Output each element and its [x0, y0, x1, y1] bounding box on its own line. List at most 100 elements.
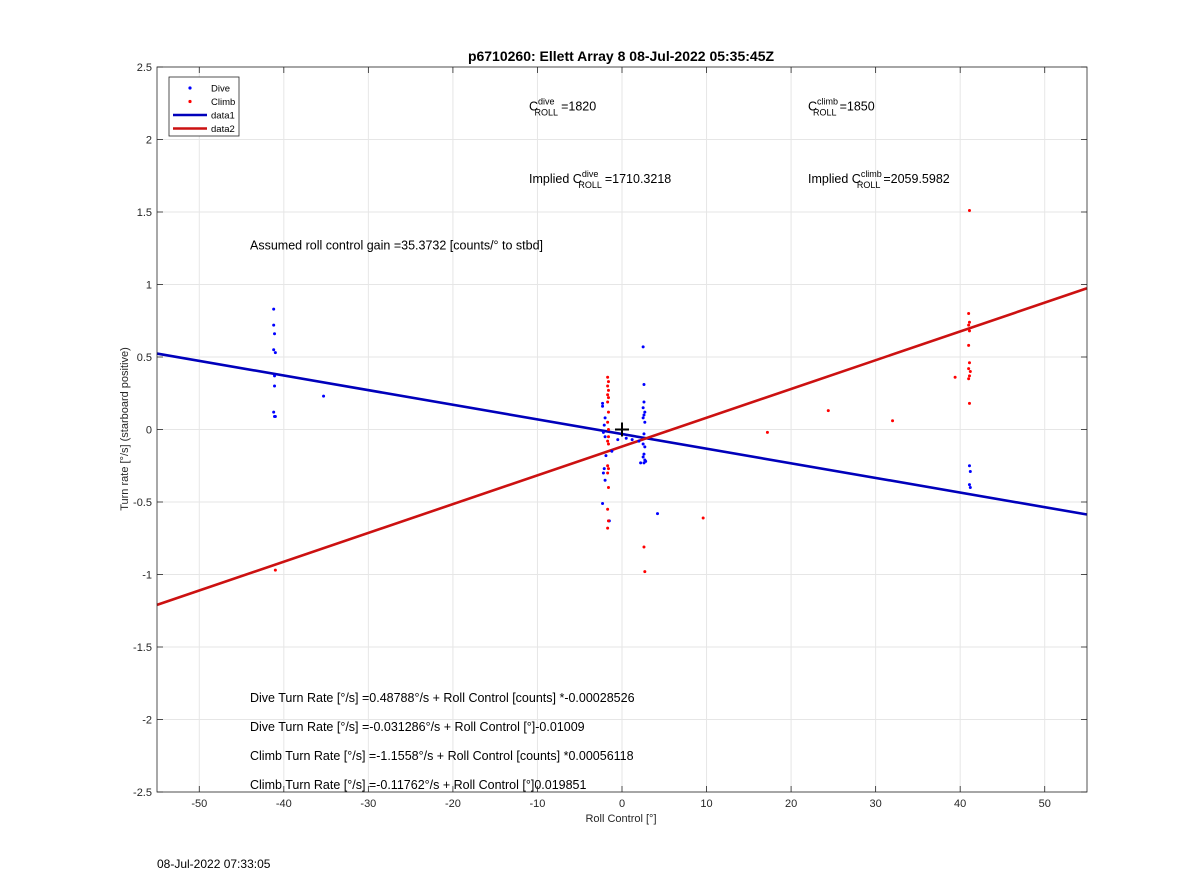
climb-point: [967, 377, 971, 381]
climb-point: [891, 419, 895, 423]
dive-point: [273, 351, 277, 355]
dive-point: [601, 501, 605, 505]
annotations: Cdive ROLL =1820 Cclimb ROLL =1850 Implied Cdi…: [250, 97, 950, 793]
climb-point: [606, 467, 610, 471]
climb-point: [967, 329, 971, 333]
legend-marker-Dive: [188, 86, 192, 90]
annotation-prefix: Implied: [808, 172, 852, 186]
annotation-sub: ROLL: [813, 108, 837, 118]
dive-point: [273, 374, 277, 378]
dive-point: [603, 478, 607, 482]
annotation-sub: ROLL: [857, 180, 881, 190]
y-tick-label: 1.5: [137, 207, 152, 219]
legend: Dive Climb data1 data2: [168, 76, 240, 137]
climb-point: [606, 428, 610, 431]
annotation-coefficient: Cdive ROLL =1820: [529, 97, 596, 118]
dive-point: [641, 406, 645, 410]
legend-label-data1: data1: [211, 111, 235, 122]
climb-point: [606, 375, 610, 379]
climb-point: [642, 545, 646, 549]
dive-point: [601, 404, 605, 408]
dive-point: [272, 307, 276, 311]
dive-point: [642, 400, 646, 404]
dive-point: [639, 461, 643, 465]
annotation-sup: climb: [817, 97, 838, 107]
legend-label-Climb: Climb: [211, 97, 235, 108]
annotation-prefix: Implied: [529, 172, 573, 186]
dive-point: [273, 384, 277, 388]
y-tick-label: -2: [142, 715, 152, 727]
annotation-coefficient: Implied Cdive ROLL =1710.3218: [529, 169, 671, 190]
annotation-sub: ROLL: [535, 108, 559, 118]
annotation-sup: dive: [538, 97, 555, 107]
climb-point: [606, 400, 610, 404]
y-tick-label: 2.5: [137, 62, 152, 74]
climb-point: [273, 568, 277, 572]
annotation-base: C: [852, 172, 861, 186]
climb-point: [606, 471, 610, 475]
x-tick-label: -40: [276, 798, 292, 810]
x-tick-label: -50: [191, 798, 207, 810]
climb-point: [606, 393, 610, 397]
dive-point: [642, 413, 646, 417]
climb-point: [967, 312, 971, 315]
dive-point: [273, 414, 277, 418]
x-tick-label: -20: [445, 798, 461, 810]
legend-marker-Climb: [188, 99, 192, 104]
dive-point: [637, 439, 641, 443]
x-tick-label: 10: [700, 798, 712, 810]
climb-point: [968, 370, 972, 373]
annotation-sup: climb: [861, 169, 882, 179]
y-tick-label: -2.5: [133, 787, 152, 799]
climb-point: [606, 486, 610, 489]
climb-point: [967, 401, 971, 405]
dive-point: [603, 435, 607, 439]
climb-point: [967, 374, 971, 378]
y-tick-label: 2: [146, 135, 152, 147]
x-tick-label: -10: [530, 798, 546, 810]
y-tick-label: 1: [146, 280, 152, 292]
dive-point: [601, 401, 605, 405]
climb-point: [701, 516, 705, 520]
climb-point: [606, 464, 610, 468]
dive-point: [641, 442, 645, 446]
climb-point: [765, 430, 769, 434]
climb-point: [967, 209, 971, 213]
dive-point: [641, 345, 645, 349]
climb-point: [606, 396, 610, 400]
annotation-sup: dive: [582, 169, 599, 179]
x-tick-label: 0: [619, 798, 625, 810]
dive-point: [643, 420, 647, 424]
dive-point: [630, 438, 634, 442]
dive-point: [968, 486, 972, 489]
climb-point: [967, 361, 971, 365]
dive-point: [968, 470, 972, 474]
y-tick-label: -1: [142, 570, 152, 582]
climb-point: [643, 570, 647, 574]
footer-timestamp: 08-Jul-2022 07:33:05: [157, 857, 271, 871]
dive-point: [967, 483, 971, 487]
y-tick-label: -1.5: [133, 642, 152, 654]
climb-point: [606, 526, 610, 530]
x-tick-label: 30: [870, 798, 882, 810]
dive-point: [272, 410, 276, 414]
climb-point: [967, 367, 971, 371]
climb-point: [967, 320, 971, 324]
y-axis-label: Turn rate [°/s] (starboard positive): [119, 347, 131, 511]
dive-point: [322, 394, 326, 398]
dive-point: [604, 454, 608, 458]
climb-point: [606, 380, 610, 384]
climb-point: [606, 420, 610, 424]
climb-point: [967, 343, 971, 347]
annotation-text: Dive Turn Rate [°/s] =-0.031286°/s + Rol…: [250, 720, 585, 734]
x-tick-label: 40: [954, 798, 966, 810]
climb-point: [606, 384, 610, 388]
climb-point: [826, 409, 830, 413]
annotation-coefficient: Cclimb ROLL =1850: [808, 97, 875, 118]
annotation-value: =2059.5982: [883, 172, 949, 186]
dive-point: [603, 416, 607, 420]
annotation-text: Climb Turn Rate [°/s] =-1.1558°/s + Roll…: [250, 749, 634, 763]
dive-point: [644, 459, 648, 463]
y-tick-label: -0.5: [133, 497, 152, 509]
climb-point: [606, 519, 610, 523]
